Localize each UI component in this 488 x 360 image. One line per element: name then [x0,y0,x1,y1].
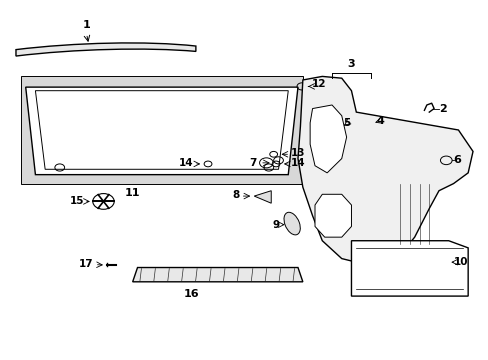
Polygon shape [254,191,271,203]
FancyBboxPatch shape [21,76,302,184]
Text: 12: 12 [311,79,325,89]
Text: 3: 3 [347,59,355,69]
Text: 2: 2 [438,104,446,113]
Polygon shape [351,241,467,296]
Polygon shape [309,105,346,173]
Polygon shape [132,267,302,282]
PathPatch shape [16,43,196,56]
Text: 6: 6 [453,156,461,165]
Polygon shape [314,194,351,237]
Text: 14: 14 [290,158,305,168]
Text: 8: 8 [232,190,239,200]
Ellipse shape [284,212,300,235]
Text: 11: 11 [124,188,140,198]
Text: 10: 10 [453,257,467,267]
Text: 13: 13 [290,148,305,158]
Text: 5: 5 [342,118,349,128]
Text: 7: 7 [249,158,256,168]
Text: 15: 15 [69,197,84,206]
Text: 17: 17 [79,259,94,269]
Polygon shape [297,76,472,266]
Text: 14: 14 [179,158,193,168]
Polygon shape [26,87,297,175]
Text: 1: 1 [82,20,90,30]
Text: 16: 16 [183,289,199,299]
Text: 4: 4 [376,116,384,126]
Text: 9: 9 [272,220,279,230]
